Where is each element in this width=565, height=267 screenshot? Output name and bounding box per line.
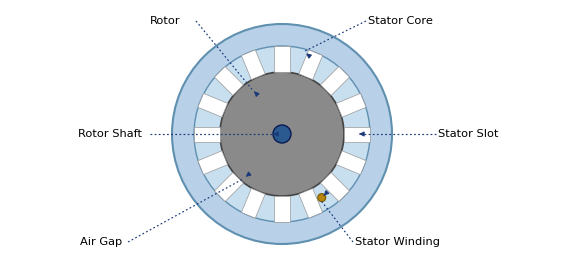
Polygon shape [336, 151, 366, 175]
Text: Stator Slot: Stator Slot [438, 129, 498, 139]
Polygon shape [344, 127, 370, 142]
Polygon shape [241, 50, 265, 80]
Polygon shape [299, 50, 323, 80]
Circle shape [273, 125, 291, 143]
Text: Stator Core: Stator Core [368, 16, 433, 26]
Circle shape [172, 24, 392, 244]
Polygon shape [198, 151, 228, 175]
Polygon shape [275, 46, 289, 72]
Polygon shape [194, 127, 220, 142]
Polygon shape [320, 172, 350, 202]
Polygon shape [275, 196, 289, 222]
Text: Rotor: Rotor [150, 16, 181, 26]
Polygon shape [299, 189, 323, 218]
Polygon shape [215, 66, 244, 96]
Circle shape [318, 194, 326, 202]
Polygon shape [198, 93, 228, 117]
Polygon shape [241, 189, 265, 218]
Text: Air Gap: Air Gap [80, 237, 122, 247]
Polygon shape [336, 93, 366, 117]
Circle shape [194, 46, 370, 222]
Polygon shape [215, 172, 244, 202]
Circle shape [220, 72, 344, 196]
Text: Stator Winding: Stator Winding [355, 237, 440, 247]
Polygon shape [320, 66, 350, 96]
Text: Rotor Shaft: Rotor Shaft [78, 129, 142, 139]
